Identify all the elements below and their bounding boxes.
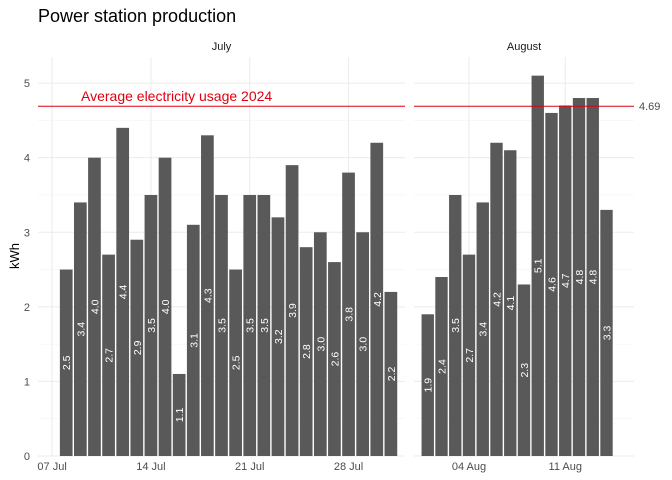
bar-label-july-17: 2.8 — [301, 344, 313, 359]
bar-label-august-3: 2.7 — [464, 348, 476, 363]
y-tick-label-2: 2 — [24, 302, 30, 314]
bar-label-august-9: 4.6 — [547, 277, 559, 292]
bar-july-18 — [313, 232, 327, 456]
facet-label-august: August — [507, 41, 541, 53]
bar-label-july-15: 3.2 — [273, 329, 285, 344]
bar-july-20 — [342, 172, 355, 456]
reference-line-value: 4.69 — [639, 101, 660, 113]
bar-label-august-8: 5.1 — [533, 258, 545, 273]
bar-label-august-10: 4.7 — [560, 273, 572, 288]
bar-august-3 — [462, 254, 476, 456]
bar-label-august-5: 4.2 — [492, 292, 504, 307]
bar-july-12 — [229, 269, 242, 456]
bar-label-july-2: 4.0 — [89, 299, 101, 314]
bar-july-22 — [370, 142, 384, 456]
bar-august-11 — [572, 98, 586, 457]
bar-july-14 — [257, 194, 271, 456]
bar-august-6 — [504, 150, 517, 456]
facet-label-july: July — [212, 41, 232, 53]
bar-label-july-23: 2.2 — [386, 367, 398, 382]
bar-august-9 — [545, 112, 558, 457]
x-tick-label-august-1: 11 Aug — [549, 461, 582, 473]
bar-july-6 — [144, 194, 158, 456]
bar-july-0 — [59, 269, 73, 456]
bar-august-12 — [586, 98, 599, 457]
bar-label-july-16: 3.9 — [287, 303, 299, 318]
bar-july-3 — [102, 254, 115, 456]
bar-label-july-5: 2.9 — [132, 340, 144, 355]
bar-july-1 — [73, 202, 87, 456]
y-tick-label-0: 0 — [24, 451, 30, 463]
bar-label-july-18: 3.0 — [315, 337, 327, 352]
bar-august-2 — [449, 194, 462, 456]
bar-august-1 — [435, 277, 448, 456]
bar-label-july-1: 3.4 — [75, 322, 87, 337]
bar-august-13 — [600, 209, 613, 456]
x-tick-label-july-3: 28 Jul — [334, 461, 363, 473]
bar-label-august-1: 2.4 — [437, 359, 449, 374]
bar-july-17 — [299, 247, 313, 456]
bar-august-4 — [476, 202, 489, 456]
x-tick-label-july-2: 21 Jul — [235, 461, 264, 473]
x-tick-label-august-0: 04 Aug — [452, 461, 486, 473]
reference-line-annotation: Average electricity usage 2024 — [81, 88, 272, 104]
bar-august-10 — [559, 105, 572, 457]
bar-july-11 — [215, 194, 228, 456]
y-axis-label: kWh — [7, 243, 22, 269]
bar-label-july-19: 2.6 — [329, 352, 341, 367]
bar-label-july-22: 4.2 — [372, 292, 384, 307]
bar-august-7 — [517, 284, 531, 456]
bar-label-august-4: 3.4 — [478, 322, 490, 337]
bar-august-0 — [421, 314, 434, 456]
bar-label-august-6: 4.1 — [505, 296, 517, 311]
bar-july-13 — [243, 194, 257, 456]
bar-label-july-6: 3.5 — [146, 318, 158, 333]
chart-title: Power station production — [38, 6, 236, 26]
bar-july-10 — [201, 135, 214, 456]
bar-label-july-14: 3.5 — [259, 318, 271, 333]
bar-label-july-8: 1.1 — [174, 408, 186, 423]
bar-label-july-9: 3.1 — [188, 333, 200, 348]
bar-august-5 — [490, 142, 503, 456]
bar-label-july-12: 2.5 — [231, 355, 243, 370]
bar-july-5 — [130, 239, 144, 456]
x-tick-label-july-0: 07 Jul — [37, 461, 66, 473]
bar-july-19 — [328, 262, 341, 456]
bar-july-21 — [356, 232, 370, 456]
bar-august-8 — [531, 75, 544, 456]
bar-label-july-13: 3.5 — [245, 318, 257, 333]
y-tick-label-1: 1 — [24, 376, 30, 388]
bar-july-4 — [116, 127, 130, 456]
bar-july-7 — [158, 157, 172, 456]
bar-label-july-21: 3.0 — [358, 337, 370, 352]
bar-july-16 — [285, 165, 299, 456]
bar-july-9 — [186, 224, 200, 456]
bar-label-july-20: 3.8 — [344, 307, 356, 322]
bar-label-august-0: 1.9 — [423, 378, 435, 393]
plot-area: 012345July2.53.44.02.74.42.93.54.01.13.1… — [24, 41, 661, 473]
bar-july-23 — [384, 291, 398, 456]
bar-label-july-10: 4.3 — [202, 288, 214, 303]
x-tick-label-july-1: 14 Jul — [136, 461, 165, 473]
y-tick-label-3: 3 — [24, 227, 30, 239]
bar-july-2 — [88, 157, 101, 456]
bar-label-july-3: 2.7 — [104, 348, 116, 363]
bar-july-8 — [172, 373, 186, 456]
bar-label-august-11: 4.8 — [574, 270, 586, 285]
bar-label-july-0: 2.5 — [61, 355, 73, 370]
bar-label-august-7: 2.3 — [519, 363, 531, 378]
bar-label-july-7: 4.0 — [160, 299, 172, 314]
bar-july-15 — [271, 217, 285, 456]
y-tick-label-4: 4 — [24, 153, 30, 165]
bar-label-august-2: 3.5 — [450, 318, 462, 333]
bar-label-august-12: 4.8 — [588, 270, 600, 285]
bar-label-july-11: 3.5 — [217, 318, 229, 333]
bar-label-august-13: 3.3 — [602, 325, 614, 340]
y-tick-label-5: 5 — [24, 78, 30, 90]
bar-label-july-4: 4.4 — [118, 284, 130, 299]
